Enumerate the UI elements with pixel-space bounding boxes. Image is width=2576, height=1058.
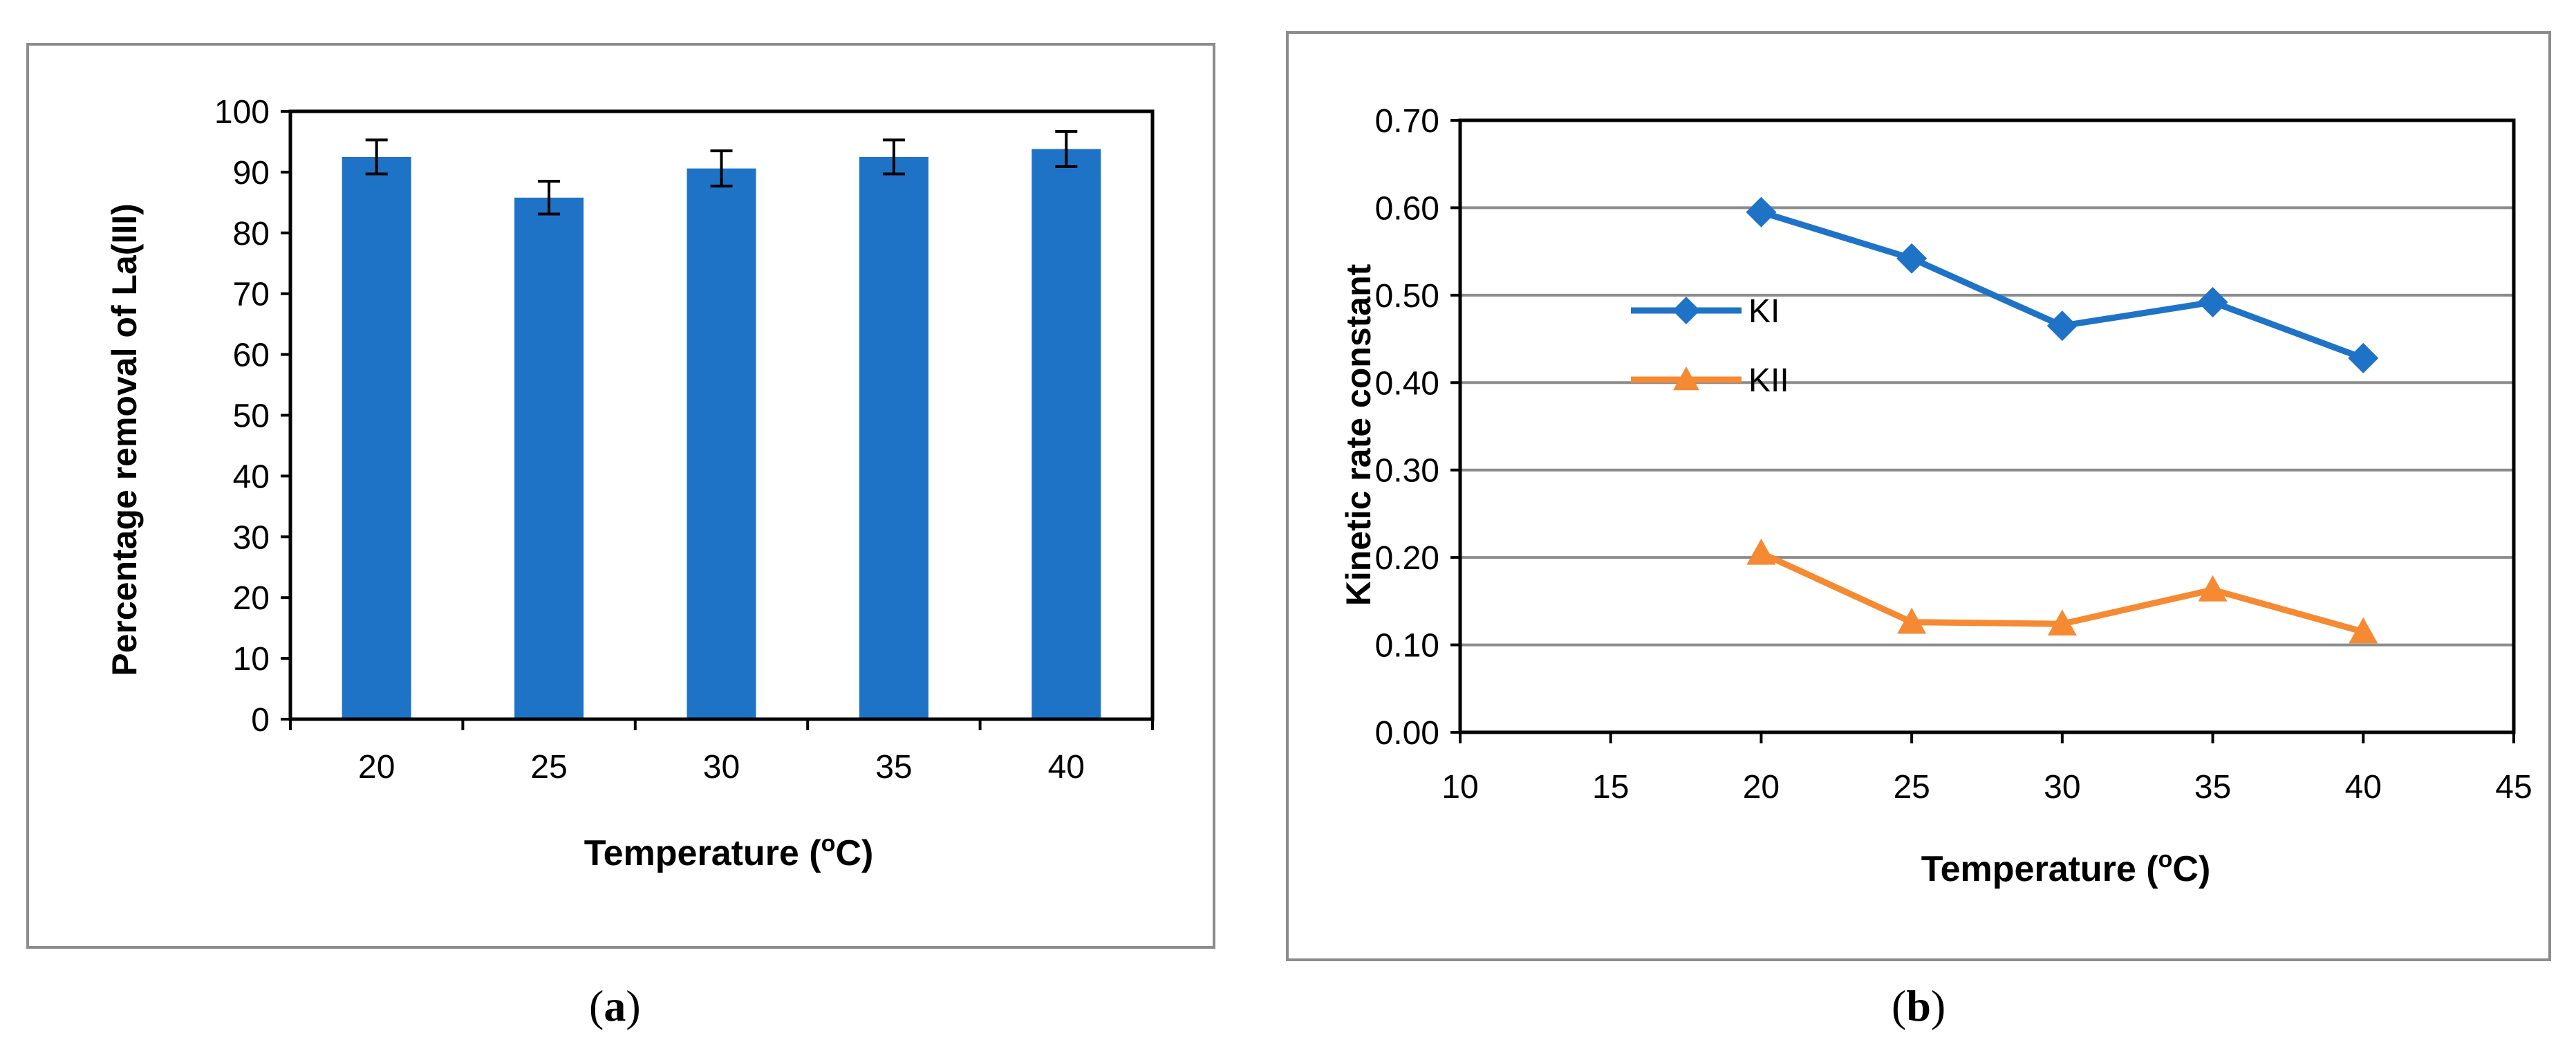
y-tick-label: 40 — [233, 458, 270, 495]
bar — [342, 156, 411, 720]
plot-area — [1458, 118, 2516, 734]
legend-label: KI — [1748, 293, 1780, 330]
caption-a-letter: a — [604, 981, 626, 1030]
legend-label: KII — [1748, 362, 1789, 399]
gridlines-group — [1460, 206, 2514, 647]
y-tick-label: 0.50 — [1375, 278, 1439, 315]
x-tick-label: 40 — [2345, 769, 2382, 806]
bar — [687, 168, 756, 720]
y-tick-label: 70 — [233, 277, 270, 313]
data-point — [1746, 196, 1777, 228]
x-tick-label: 30 — [703, 749, 740, 786]
line-chart: 0.00 0.10 0.20 0.30 0.40 0.50 0.60 0.70 10 15 20 2… — [1339, 103, 2532, 889]
data-point — [2047, 609, 2077, 636]
x-tick-label: 35 — [875, 749, 912, 786]
y-tick-label: 0.10 — [1375, 628, 1439, 665]
y-tick-label: 100 — [214, 94, 270, 131]
data-point — [2198, 575, 2228, 602]
x-tick-label: 25 — [1893, 769, 1930, 806]
data-point — [2197, 286, 2228, 317]
y-tick-label: 80 — [233, 216, 270, 252]
x-tick-label: 25 — [530, 749, 567, 786]
legend-marker — [1673, 366, 1699, 391]
y-axis-label: Kinetic rate constant — [1339, 263, 1378, 606]
x-axis-label: Temperature (oC) — [1921, 846, 2211, 889]
data-point — [1897, 607, 1927, 634]
y-tick-label: 50 — [233, 398, 270, 435]
y-tick-label: 0.20 — [1375, 540, 1439, 577]
y-tick-label: 20 — [233, 580, 270, 617]
y-tick-label: 90 — [233, 155, 270, 192]
y-tick-label: 0.00 — [1375, 715, 1439, 752]
x-tick-label: 30 — [2044, 769, 2080, 806]
series-group — [1746, 196, 2379, 644]
data-point — [2349, 617, 2378, 644]
bars-group — [342, 149, 1101, 720]
panel-b: 0.00 0.10 0.20 0.30 0.40 0.50 0.60 0.70 10 15 20 2… — [1286, 31, 2551, 961]
y-tick-label: 0.30 — [1375, 453, 1439, 490]
caption-b-letter: b — [1906, 981, 1931, 1030]
y-tick-label: 0.40 — [1375, 365, 1439, 402]
y-tick-label: 0.70 — [1375, 103, 1439, 140]
y-tick-label: 60 — [233, 337, 270, 374]
x-tick-label: 20 — [358, 749, 395, 786]
x-tick-label: 40 — [1048, 749, 1085, 786]
x-tick-label: 15 — [1592, 769, 1629, 806]
caption-a: (a) — [589, 981, 641, 1030]
x-tick-label: 35 — [2194, 769, 2231, 806]
bar — [514, 197, 584, 719]
caption-b: (b) — [1892, 981, 1946, 1030]
legend: KI KII — [1631, 293, 1789, 399]
data-point — [2348, 342, 2379, 373]
y-ticks-group: 0 10 20 30 40 50 60 70 80 90 100 — [214, 94, 290, 739]
y-tick-label: 0.60 — [1375, 190, 1439, 227]
x-tick-label: 10 — [1441, 769, 1478, 806]
x-ticks-group: 10 15 20 25 30 35 40 45 — [1441, 732, 2532, 806]
bar-chart: 0 10 20 30 40 50 60 70 80 90 100 20 25 30 35 40 Percen… — [105, 94, 1155, 873]
error-bars-group — [365, 130, 1078, 216]
data-point — [2046, 310, 2078, 342]
data-point — [1746, 538, 1776, 565]
legend-marker — [1672, 297, 1700, 324]
data-point — [1896, 243, 1928, 274]
x-tick-label: 45 — [2495, 769, 2532, 806]
panel-a: 0 10 20 30 40 50 60 70 80 90 100 20 25 30 35 40 Percen… — [26, 43, 1215, 949]
y-tick-label: 30 — [233, 519, 270, 556]
x-ticks-group: 20 25 30 35 40 — [289, 719, 1154, 786]
y-axis-label: Percentage removal of La(III) — [105, 203, 144, 676]
x-tick-label: 20 — [1743, 769, 1780, 806]
x-axis-label: Temperature (oC) — [584, 830, 874, 873]
bar — [859, 156, 928, 720]
y-tick-label: 0 — [251, 702, 270, 739]
bar — [1032, 149, 1101, 720]
y-tick-label: 10 — [233, 641, 270, 678]
y-ticks-group: 0.00 0.10 0.20 0.30 0.40 0.50 0.60 0.70 — [1375, 103, 1460, 752]
